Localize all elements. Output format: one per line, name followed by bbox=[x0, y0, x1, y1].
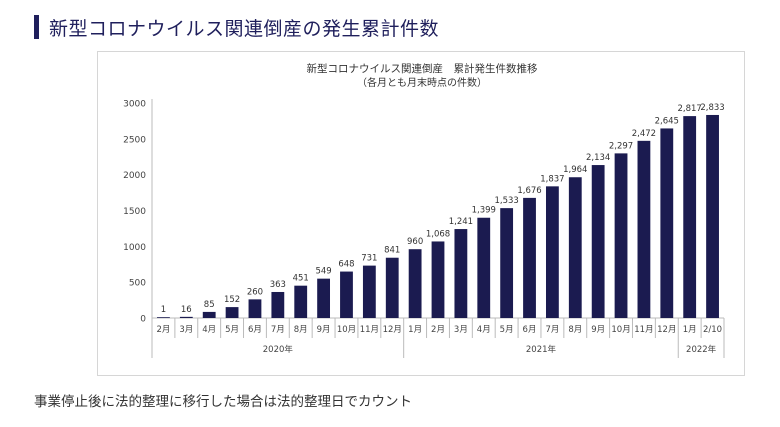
data-label: 2,645 bbox=[655, 116, 679, 126]
x-group-label: 2021年 bbox=[526, 344, 557, 355]
x-tick-label: 4月 bbox=[202, 325, 216, 335]
x-tick-label: 5月 bbox=[225, 325, 239, 335]
x-tick-label: 10月 bbox=[337, 325, 356, 335]
data-label: 648 bbox=[338, 260, 354, 270]
data-label: 16 bbox=[181, 305, 192, 315]
data-label: 1,241 bbox=[449, 217, 473, 227]
bar bbox=[179, 316, 193, 318]
x-tick-label: 9月 bbox=[317, 325, 331, 335]
x-tick-label: 1月 bbox=[408, 325, 422, 335]
y-tick-label: 1000 bbox=[123, 243, 146, 253]
bar bbox=[637, 140, 651, 318]
x-tick-label: 4月 bbox=[477, 325, 491, 335]
x-tick-label: 12月 bbox=[657, 325, 676, 335]
bar bbox=[431, 241, 445, 318]
chart-title: 新型コロナウイルス関連倒産 累計発生件数推移 bbox=[307, 62, 538, 75]
bar bbox=[477, 217, 491, 318]
data-label: 549 bbox=[315, 267, 331, 277]
data-label: 960 bbox=[407, 237, 423, 247]
data-label: 841 bbox=[384, 246, 400, 256]
data-label: 2,472 bbox=[632, 129, 656, 139]
x-group-label: 2020年 bbox=[263, 344, 294, 355]
x-tick-label: 2月 bbox=[431, 325, 445, 335]
bar bbox=[271, 291, 285, 318]
x-tick-label: 7月 bbox=[271, 325, 285, 335]
page-title: 新型コロナウイルス関連倒産の発生累計件数 bbox=[49, 17, 440, 40]
x-tick-label: 6月 bbox=[248, 325, 262, 335]
bar bbox=[500, 208, 514, 318]
data-label: 1,964 bbox=[563, 165, 587, 175]
bar bbox=[317, 278, 331, 318]
x-tick-label: 8月 bbox=[568, 325, 582, 335]
data-label: 731 bbox=[361, 254, 377, 264]
x-tick-label: 11月 bbox=[360, 325, 379, 335]
x-group-label: 2022年 bbox=[686, 344, 717, 355]
data-label: 1,837 bbox=[540, 174, 564, 184]
y-tick-label: 2500 bbox=[123, 135, 146, 145]
chart-container: 新型コロナウイルス関連倒産 累計発生件数推移 （各月とも月末時点の件数） 0 50… bbox=[97, 51, 745, 376]
data-label: 451 bbox=[293, 274, 309, 284]
data-label: 363 bbox=[270, 280, 286, 290]
x-tick-label: 7月 bbox=[545, 325, 559, 335]
bar bbox=[408, 249, 422, 318]
x-tick-label: 2/10 bbox=[703, 325, 722, 335]
bar bbox=[454, 229, 468, 318]
x-tick-label: 6月 bbox=[523, 325, 537, 335]
x-tick-label: 3月 bbox=[179, 325, 193, 335]
y-tick-label: 3000 bbox=[123, 100, 146, 110]
data-label: 2,833 bbox=[700, 103, 724, 113]
bar bbox=[614, 153, 628, 318]
data-label: 1 bbox=[161, 305, 166, 315]
x-tick-label: 1月 bbox=[683, 325, 697, 335]
data-label: 1,676 bbox=[517, 186, 541, 196]
x-tick-label: 8月 bbox=[294, 325, 308, 335]
x-tick-label: 2月 bbox=[156, 325, 170, 335]
bar bbox=[294, 285, 308, 318]
data-label: 2,817 bbox=[678, 104, 702, 114]
bar bbox=[591, 165, 605, 318]
bar bbox=[568, 177, 582, 318]
bar bbox=[225, 307, 239, 318]
x-tick-label: 3月 bbox=[454, 325, 468, 335]
bar bbox=[340, 271, 353, 318]
footnote: 事業停止後に法的整理に移行した場合は法的整理日でカウント bbox=[34, 394, 412, 410]
bar bbox=[523, 197, 536, 318]
bar bbox=[248, 299, 262, 318]
x-tick-label: 12月 bbox=[383, 325, 402, 335]
y-tick-label: 1500 bbox=[123, 207, 146, 217]
x-tick-label: 11月 bbox=[634, 325, 653, 335]
bar bbox=[362, 265, 376, 318]
data-label: 1,399 bbox=[472, 206, 496, 216]
bar-chart: 新型コロナウイルス関連倒産 累計発生件数推移 （各月とも月末時点の件数） 0 50… bbox=[123, 62, 725, 358]
y-tick-label: 0 bbox=[140, 315, 146, 325]
bar bbox=[385, 257, 399, 318]
data-label: 260 bbox=[247, 287, 263, 297]
bar bbox=[545, 186, 559, 318]
data-label: 2,297 bbox=[609, 141, 633, 151]
chart-subtitle: （各月とも月末時点の件数） bbox=[357, 76, 487, 89]
data-label: 85 bbox=[204, 300, 215, 310]
y-tick-label: 500 bbox=[129, 279, 146, 289]
data-label: 2,134 bbox=[586, 153, 610, 163]
data-label: 1,068 bbox=[426, 229, 450, 239]
page-heading: 新型コロナウイルス関連倒産の発生累計件数 bbox=[34, 14, 439, 40]
x-tick-label: 10月 bbox=[611, 325, 630, 335]
heading-accent-bar bbox=[34, 15, 39, 39]
data-label: 152 bbox=[224, 295, 240, 305]
bar bbox=[683, 116, 697, 319]
x-tick-label: 9月 bbox=[591, 325, 605, 335]
y-tick-label: 2000 bbox=[123, 171, 146, 181]
data-label: 1,533 bbox=[494, 196, 518, 206]
bar bbox=[660, 128, 674, 318]
bar bbox=[202, 311, 216, 318]
x-tick-label: 5月 bbox=[500, 325, 514, 335]
bar bbox=[706, 114, 719, 318]
bar bbox=[157, 317, 170, 318]
